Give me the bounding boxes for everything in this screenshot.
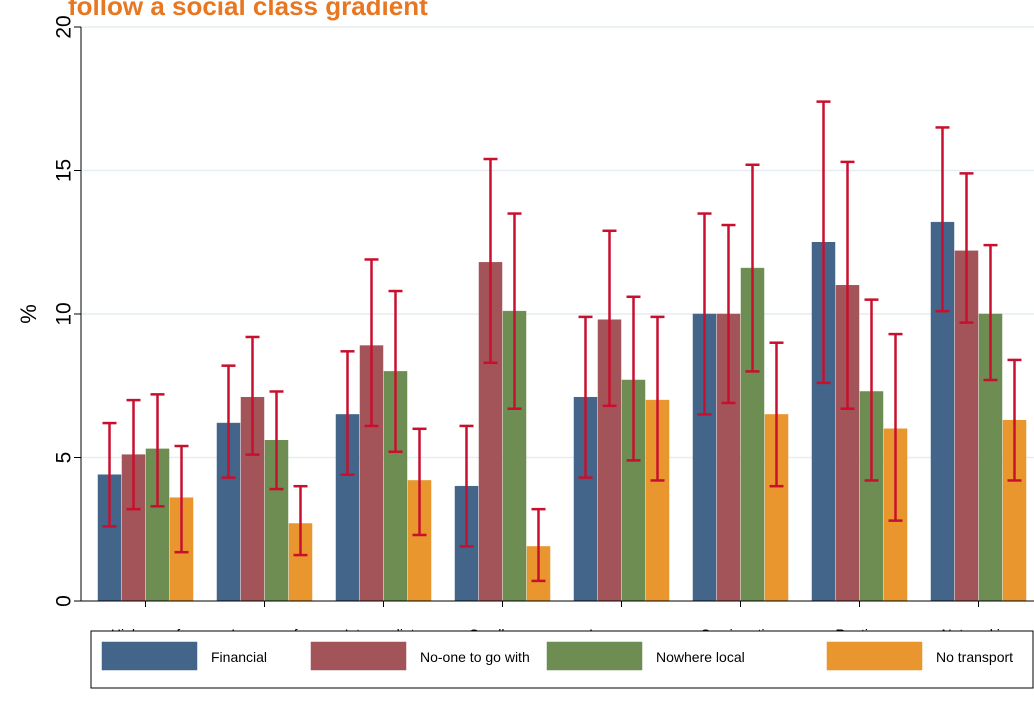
y-tick-labels: 0 5 10 15 20 xyxy=(53,15,76,607)
y-tick-label: 15 xyxy=(53,159,76,182)
y-tick-label: 5 xyxy=(53,452,76,464)
y-tick-label: 10 xyxy=(53,302,76,325)
bars xyxy=(97,221,1027,602)
legend-label: Financial xyxy=(211,649,267,665)
legend-swatch xyxy=(826,641,923,671)
grid-lines xyxy=(81,26,1034,459)
y-axis-label: % xyxy=(16,304,41,324)
legend-label: No-one to go with xyxy=(420,649,530,665)
legend-swatch xyxy=(101,641,198,671)
chart-title: follow a social class gradient xyxy=(68,0,428,21)
legend: Financial No-one to go with Nowhere local N… xyxy=(90,630,1034,689)
legend-swatch xyxy=(310,641,407,671)
legend-label: No transport xyxy=(936,649,1013,665)
legend-swatch xyxy=(546,641,643,671)
axes xyxy=(74,26,1034,607)
legend-label: Nowhere local xyxy=(656,649,745,665)
y-tick-label: 0 xyxy=(53,595,76,607)
error-bars xyxy=(102,100,1022,583)
y-tick-label: 20 xyxy=(53,15,76,38)
